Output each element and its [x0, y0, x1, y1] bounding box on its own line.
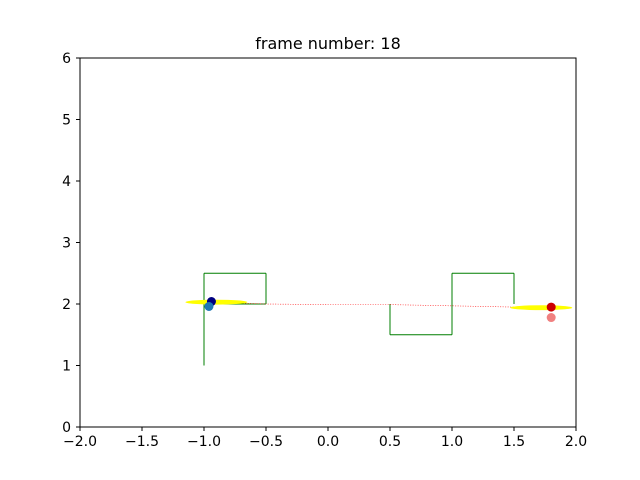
marker-point — [546, 313, 556, 323]
y-tick-label: 0 — [62, 420, 71, 436]
y-tick-label: 1 — [62, 359, 71, 375]
x-tick-label: −1.0 — [187, 434, 221, 450]
x-tick-label: 0.0 — [317, 434, 339, 450]
x-tick-label: 2.0 — [565, 434, 587, 450]
x-tick-label: −2.0 — [63, 434, 97, 450]
trajectory-line — [210, 301, 552, 308]
axes: −2.0 −1.5 −1.0 −0.5 0.0 0.5 1.0 1.5 2.0 0 1 2 3 4 5 6 — [62, 51, 587, 450]
y-tick-label: 5 — [62, 113, 71, 129]
x-tick-label: 1.5 — [503, 434, 525, 450]
x-tick-label: −1.5 — [125, 434, 159, 450]
marker-point — [546, 302, 556, 312]
x-tick-label: 0.5 — [379, 434, 401, 450]
x-tick-label: 1.0 — [441, 434, 463, 450]
right-ellipse — [510, 305, 573, 311]
x-tick-label: −0.5 — [249, 434, 283, 450]
plot-area — [185, 272, 573, 366]
y-tick-label: 3 — [62, 236, 71, 252]
y-tick-label: 4 — [62, 174, 71, 190]
marker-point — [204, 301, 214, 311]
left-ellipse — [185, 299, 248, 305]
chart-title: frame number: 18 — [255, 34, 401, 53]
y-tick-label: 6 — [62, 51, 71, 67]
y-tick-label: 2 — [62, 297, 71, 313]
